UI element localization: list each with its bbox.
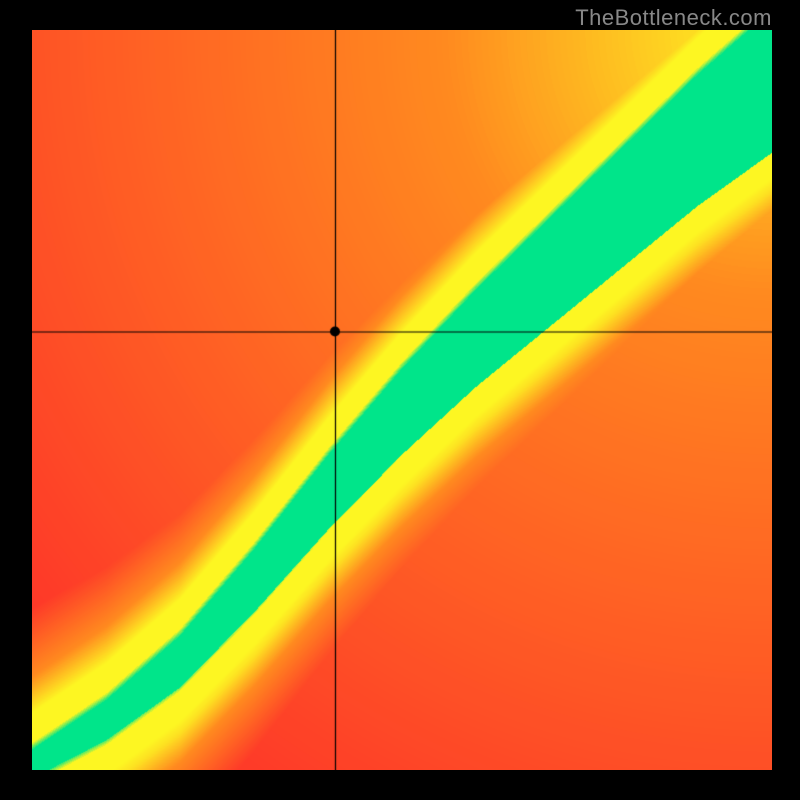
bottleneck-heatmap [32,30,772,770]
watermark-text: TheBottleneck.com [575,5,772,31]
